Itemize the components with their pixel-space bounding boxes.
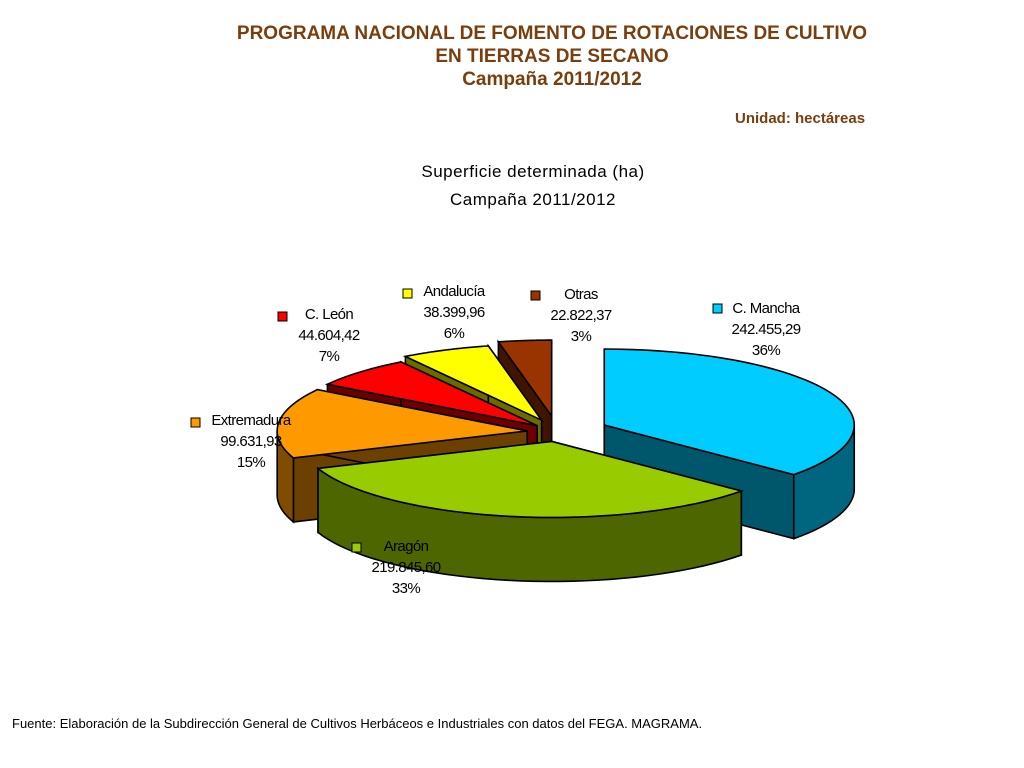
legend-marker-1 (351, 542, 362, 553)
legend-marker-2 (190, 417, 201, 428)
slice-name-4: Andalucía (423, 283, 486, 300)
page-header: PROGRAMA NACIONAL DE FOMENTO DE ROTACION… (120, 22, 984, 91)
chart-subtitle: Campaña 2011/2012 (449, 190, 617, 209)
slice-name-0: C. Mancha (732, 300, 800, 317)
slice-percent-4: 6% (444, 325, 465, 342)
legend-marker-5 (530, 290, 541, 301)
slice-label-2: Extremadura 99.631,93 15% (190, 412, 292, 471)
chart-title: Superficie determinada (ha) (421, 162, 645, 181)
slice-value-5: 22.822,37 (550, 307, 612, 324)
slice-name-5: Otras (564, 286, 598, 303)
slice-label-4: Andalucía 38.399,96 6% (402, 283, 487, 342)
source-footnote: Fuente: Elaboración de la Subdirección G… (12, 716, 703, 731)
slice-value-0: 242.455,29 (731, 321, 800, 338)
slice-value-1: 219.845,60 (371, 559, 440, 576)
pie-slice-1 (315, 440, 745, 583)
header-line-1: PROGRAMA NACIONAL DE FOMENTO DE ROTACION… (236, 23, 868, 44)
unit-label: Unidad: hectáreas (735, 110, 866, 127)
slice-value-2: 99.631,93 (220, 433, 282, 450)
slice-name-3: C. León (305, 306, 354, 323)
legend-marker-0 (712, 303, 723, 314)
slice-percent-3: 7% (319, 348, 340, 365)
slice-percent-5: 3% (571, 328, 592, 345)
legend-marker-3 (277, 311, 288, 322)
slice-name-1: Aragón (384, 538, 429, 555)
slice-percent-1: 33% (392, 580, 420, 597)
chart-title-block: Superficie determinada (ha) Campaña 2011… (300, 158, 766, 214)
slice-label-3: C. León 44.604,42 7% (277, 306, 361, 365)
slice-label-1: Aragón 219.845,60 33% (351, 538, 441, 597)
slice-value-3: 44.604,42 (298, 327, 360, 344)
slice-percent-0: 36% (752, 342, 780, 359)
slice-percent-2: 15% (237, 454, 265, 471)
slice-name-2: Extremadura (211, 412, 292, 429)
slice-value-4: 38.399,96 (423, 304, 485, 321)
header-line-3: Campaña 2011/2012 (462, 69, 642, 90)
slice-label-0: C. Mancha 242.455,29 36% (712, 300, 801, 359)
slice-label-5: Otras 22.822,37 3% (530, 286, 613, 345)
header-line-2: EN TIERRAS DE SECANO (435, 46, 669, 67)
legend-marker-4 (402, 288, 413, 299)
